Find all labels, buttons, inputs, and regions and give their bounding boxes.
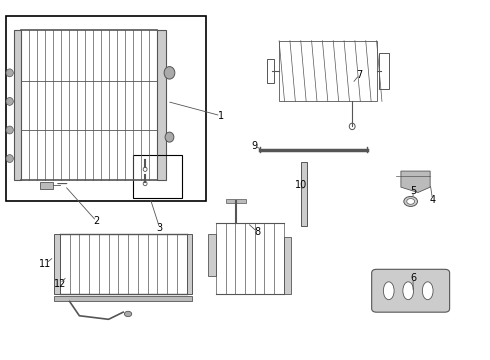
FancyBboxPatch shape <box>372 269 450 312</box>
Ellipse shape <box>143 181 147 186</box>
Ellipse shape <box>164 67 175 79</box>
Text: 9: 9 <box>252 141 258 151</box>
Ellipse shape <box>6 69 13 77</box>
Ellipse shape <box>403 282 414 300</box>
Ellipse shape <box>349 123 355 130</box>
Text: 8: 8 <box>254 227 260 237</box>
Bar <box>187 234 193 294</box>
Text: 4: 4 <box>430 195 436 204</box>
Text: 7: 7 <box>356 69 363 80</box>
Bar <box>267 59 274 83</box>
Text: 1: 1 <box>218 111 224 121</box>
Bar <box>54 296 193 301</box>
Polygon shape <box>401 171 430 193</box>
Bar <box>6 16 206 202</box>
Ellipse shape <box>165 132 174 142</box>
Ellipse shape <box>383 282 394 300</box>
Bar <box>40 182 52 189</box>
Bar <box>379 53 389 89</box>
Bar <box>208 234 216 276</box>
Text: 2: 2 <box>93 216 99 226</box>
Ellipse shape <box>407 199 415 204</box>
Bar <box>54 234 60 294</box>
Text: 11: 11 <box>39 259 51 269</box>
Bar <box>157 30 166 180</box>
Ellipse shape <box>404 197 417 206</box>
Bar <box>133 155 182 198</box>
Ellipse shape <box>6 155 13 162</box>
Ellipse shape <box>143 167 147 171</box>
Bar <box>301 162 307 226</box>
Text: 10: 10 <box>295 180 307 190</box>
Ellipse shape <box>6 126 13 134</box>
Ellipse shape <box>124 311 132 317</box>
Ellipse shape <box>422 282 433 300</box>
Text: 12: 12 <box>54 279 66 289</box>
Bar <box>284 237 291 294</box>
Bar <box>226 199 246 203</box>
Bar <box>14 30 21 180</box>
Text: 3: 3 <box>157 223 163 233</box>
Text: 5: 5 <box>410 186 416 196</box>
Bar <box>279 41 376 102</box>
Text: 6: 6 <box>410 273 416 283</box>
Ellipse shape <box>6 98 13 105</box>
